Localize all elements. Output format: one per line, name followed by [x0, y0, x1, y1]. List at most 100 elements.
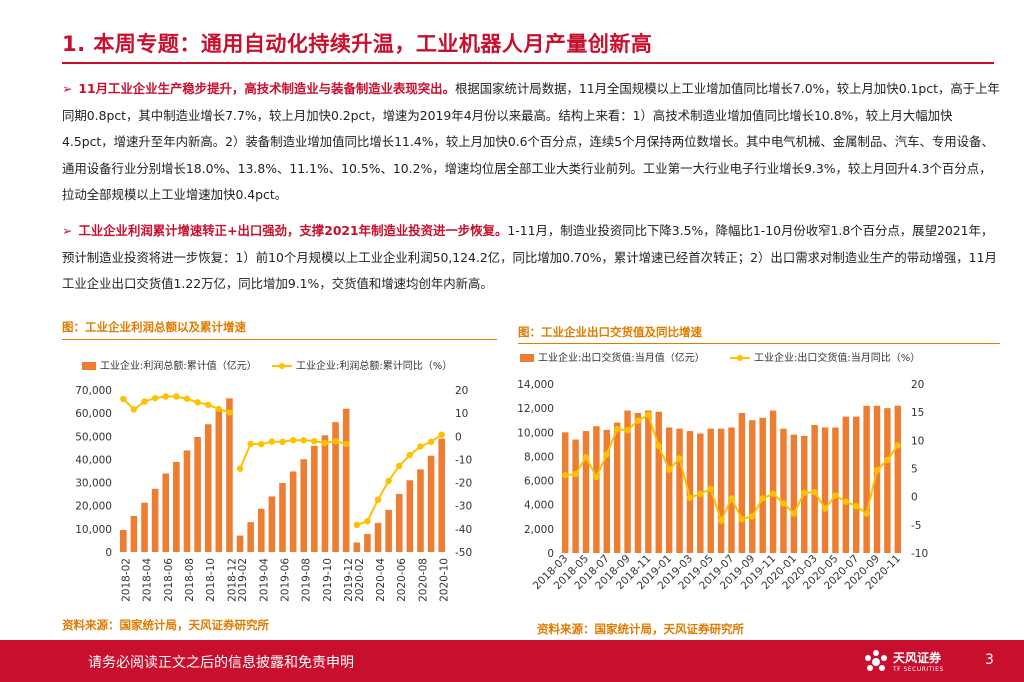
title-divider — [62, 62, 994, 64]
legend-bar-label: 工业企业:利润总额:累计值（亿元） — [100, 359, 257, 372]
line-point — [438, 431, 445, 438]
line-point — [396, 462, 403, 470]
y-right-tick-label: 0 — [455, 431, 462, 443]
paragraph-2-lead: 工业企业利润累计增速转正+出口强劲，支撑2021年制造业投资进一步恢复。 — [78, 223, 508, 238]
line-point — [406, 451, 414, 459]
line-point — [801, 489, 808, 496]
bar — [759, 417, 766, 553]
bar — [406, 480, 414, 552]
line-point — [665, 466, 673, 473]
bar — [738, 412, 746, 553]
figure-2-title: 图：工业企业出口交货值及同比增速 — [518, 325, 702, 339]
paragraph-1: ➢ 11月工业企业生产稳步提升，高技术制造业与装备制造业表现突出。根据国家统计局数… — [62, 76, 1002, 209]
line-point — [873, 466, 881, 474]
bar — [853, 416, 860, 553]
y-left-tick-label: 70,000 — [75, 385, 112, 397]
x-tick-label: 2020-02 — [354, 558, 366, 602]
y-right-tick-label: -50 — [455, 547, 472, 559]
line-point — [342, 440, 350, 448]
bar — [842, 416, 850, 553]
bar — [624, 410, 631, 553]
bar — [427, 455, 435, 552]
brand-subtitle: TF SECURITIES — [893, 666, 944, 673]
y-left-tick-label: 60,000 — [75, 408, 112, 420]
bar — [311, 445, 318, 552]
line-point — [634, 417, 642, 424]
line-point — [268, 438, 276, 445]
profit-chart: 工业企业:利润总额:累计值（亿元） 工业企业:利润总额:累计同比（%） 0 10,00… — [75, 359, 472, 602]
paragraph-1-lead: 11月工业企业生产稳步提升，高技术制造业与装备制造业表现突出。 — [78, 81, 455, 96]
bar — [438, 438, 445, 552]
paragraph-1-text: 根据国家统计局数据，11月全国规模以上工业增加值同比增长7.0%，较上月加快0.… — [62, 81, 1000, 202]
line-point — [427, 438, 435, 446]
y-left-tick-label: 2,000 — [524, 524, 554, 536]
bar — [676, 428, 683, 553]
line-point — [194, 399, 201, 406]
bar — [561, 432, 569, 553]
line-point — [151, 394, 159, 402]
line-point — [321, 439, 329, 447]
bar — [173, 461, 180, 552]
legend-bar-swatch — [520, 354, 534, 362]
bar — [385, 509, 392, 552]
bar — [645, 410, 652, 553]
bar — [717, 428, 725, 553]
y-left-tick-label: 6,000 — [524, 476, 554, 488]
line-point — [884, 456, 891, 464]
y-right-tick-label: -10 — [911, 548, 928, 560]
bar — [300, 459, 308, 552]
brand-name: 天风证券 — [893, 651, 942, 665]
x-tick-label: 2019-08 — [301, 558, 313, 602]
bar — [215, 409, 223, 552]
y-left-tick-label: 12,000 — [517, 403, 554, 415]
disclaimer-text: 请务必阅读正文之后的信息披露和免责申明 — [88, 655, 354, 671]
bar — [417, 469, 424, 552]
line-point — [561, 472, 569, 479]
line-point — [853, 503, 860, 510]
line-point — [120, 395, 127, 403]
export-chart: 工业企业:出口交货值:当月值（亿元） 工业企业:出口交货值:当月同比（%） 0 2,0… — [517, 351, 928, 592]
bar — [603, 429, 610, 553]
line-point — [790, 510, 798, 517]
x-tick-label: 2020-10 — [439, 558, 451, 602]
line-point — [385, 477, 392, 485]
bar — [332, 422, 339, 552]
line-point — [236, 465, 244, 472]
x-tick-label: 2019-10 — [322, 558, 334, 602]
line-point — [332, 437, 339, 445]
line-point — [821, 505, 829, 512]
y-left-tick-label: 10,000 — [75, 524, 112, 536]
bar — [194, 436, 201, 552]
paragraph-2-text: 1-11月，制造业投资同比下降3.5%，降幅比1-10月份收窄1.8个百分点，展… — [62, 223, 997, 291]
y-right-tick-label: 15 — [911, 407, 924, 419]
legend-line-marker — [279, 363, 285, 369]
bar — [141, 502, 148, 552]
line-point — [141, 398, 148, 405]
y-right-tick-label: 5 — [911, 464, 918, 476]
line-point — [676, 455, 683, 462]
line-point — [289, 437, 297, 444]
line-point — [173, 393, 180, 400]
y-right-tick-label: 0 — [911, 492, 918, 504]
line-point — [162, 393, 169, 400]
x-tick-label: 2020-06 — [396, 558, 408, 602]
figure-2-source: 资料来源：国家统计局，天风证券研究所 — [537, 622, 744, 636]
line-point — [215, 405, 223, 413]
legend-line-marker — [737, 355, 743, 361]
bar — [183, 450, 191, 552]
y-left-tick-label: 50,000 — [75, 431, 112, 443]
line-point — [613, 425, 621, 433]
line-point — [353, 521, 360, 529]
x-tick-label: 2018-08 — [184, 558, 196, 602]
bar — [151, 488, 159, 552]
line-point — [205, 401, 212, 409]
line-point — [582, 454, 590, 461]
legend-line-label: 工业企业:出口交货值:当月同比（%） — [754, 351, 920, 364]
bar — [769, 410, 777, 553]
y-right-tick-label: -10 — [455, 454, 472, 466]
bar — [665, 427, 673, 553]
bar — [247, 522, 254, 552]
bar — [162, 473, 170, 552]
y-right-tick-label: -40 — [455, 524, 472, 536]
line-point — [728, 495, 735, 502]
